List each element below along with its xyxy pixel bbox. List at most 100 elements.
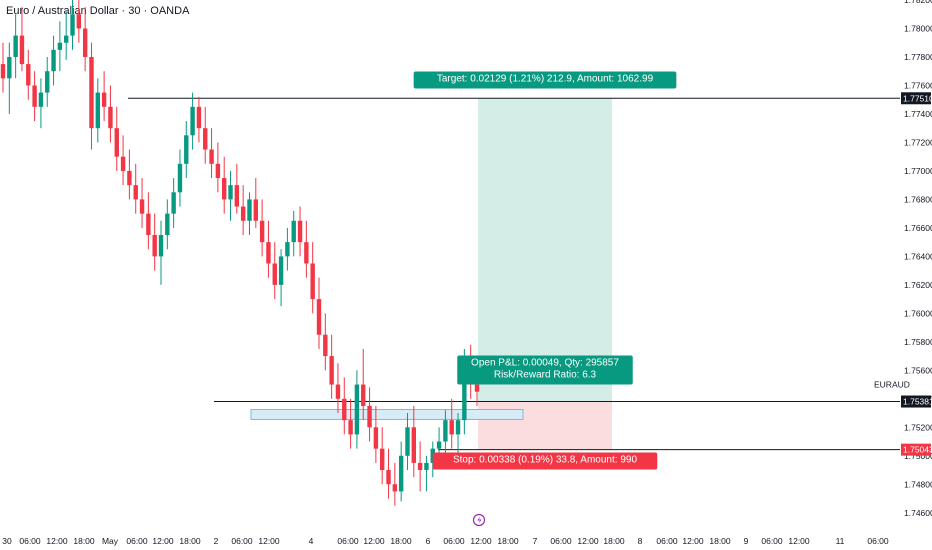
y-tick-label: 1.77200: [904, 137, 932, 147]
x-tick-label: 06:00: [656, 536, 678, 546]
candle: [165, 213, 170, 236]
x-tick-label: May: [102, 536, 119, 546]
candle: [291, 220, 296, 243]
candle: [449, 420, 454, 435]
candle: [266, 242, 271, 264]
symbol-label: EURAUD: [874, 380, 910, 390]
y-tick-label: 1.78200: [904, 0, 932, 5]
candle: [342, 398, 347, 421]
x-tick-label: 12:00: [470, 536, 492, 546]
target-zone[interactable]: [478, 98, 612, 402]
y-tick-label: 1.74800: [904, 479, 932, 489]
pnl-label[interactable]: Open P&L: 0.00049, Qty: 295857Risk/Rewar…: [457, 355, 633, 385]
pnl-label-text: Risk/Reward Ratio: 6.3: [494, 370, 597, 381]
candle: [348, 420, 353, 435]
candle: [120, 156, 126, 171]
candle: [64, 35, 69, 43]
y-tick-label: 1.74600: [904, 508, 932, 518]
current-price-tag-text: 1.75381: [903, 397, 932, 407]
target-label[interactable]: Target: 0.02129 (1.21%) 212.9, Amount: 1…: [413, 71, 677, 89]
candle: [146, 213, 151, 236]
stop-label[interactable]: Stop: 0.00338 (0.19%) 33.8, Amount: 990: [432, 452, 658, 470]
target-label-text: Target: 0.02129 (1.21%) 212.9, Amount: 1…: [437, 74, 654, 85]
y-tick-label: 1.75800: [904, 337, 932, 347]
candle: [316, 299, 322, 335]
y-tick-label: 1.77800: [904, 52, 932, 62]
x-tick-label: 06:00: [337, 536, 359, 546]
candle: [215, 163, 221, 179]
x-tick-label: 12:00: [258, 536, 280, 546]
candle: [462, 363, 467, 421]
target-price-tag-bg: [901, 92, 931, 105]
target-price-tag: 1.77510: [901, 92, 932, 105]
candle: [380, 448, 385, 471]
candle: [259, 220, 265, 243]
target-label-bg: [413, 71, 677, 89]
x-tick-label: 06:00: [761, 536, 783, 546]
x-tick-label: 11: [836, 536, 845, 546]
candle: [240, 206, 246, 221]
stop-price-tag-text: 1.75043: [903, 445, 932, 455]
candle: [392, 484, 398, 492]
target-price-tag-text: 1.77510: [903, 93, 932, 103]
candle: [133, 185, 138, 200]
candle: [417, 462, 423, 471]
candle: [139, 199, 145, 214]
candle: [222, 178, 227, 200]
candle: [411, 427, 416, 463]
y-tick-label: 1.76600: [904, 223, 932, 233]
pnl-label-text: Open P&L: 0.00049, Qty: 295857: [471, 358, 619, 369]
candle: [373, 427, 379, 449]
stop-label-bg: [432, 452, 658, 470]
candle: [335, 384, 341, 399]
candle: [354, 384, 360, 435]
x-tick-label: 12:00: [682, 536, 704, 546]
x-tick-label: 18:00: [603, 536, 625, 546]
event-marker-circle: [472, 513, 486, 527]
y-tick-label: 1.76400: [904, 251, 932, 261]
candle: [89, 56, 94, 129]
chart-title: Euro / Australian Dollar · 30 · OANDA: [6, 5, 190, 17]
candle: [7, 56, 12, 79]
candle: [405, 427, 410, 456]
candle: [398, 455, 404, 492]
x-tick-label: 18:00: [709, 536, 731, 546]
event-marker-icon[interactable]: [472, 513, 486, 527]
candle: [19, 35, 25, 65]
stop-price-tag-bg: [901, 443, 931, 456]
stop-label-text: Stop: 0.00338 (0.19%) 33.8, Amount: 990: [453, 455, 637, 466]
x-tick-label: 4: [309, 536, 314, 546]
x-tick-label: 8: [638, 536, 643, 546]
y-tick-label: 1.78000: [904, 23, 932, 33]
candle: [455, 420, 461, 435]
candle: [247, 199, 252, 221]
y-tick-label: 1.75600: [904, 365, 932, 375]
current-price-tag-bg: [901, 395, 931, 408]
candle: [443, 420, 448, 442]
x-tick-label: 12:00: [788, 536, 810, 546]
stop-zone[interactable]: [478, 401, 612, 450]
x-tick-label: 06:00: [126, 536, 148, 546]
x-tick-label: 30: [2, 536, 12, 546]
x-tick-label: 12:00: [363, 536, 385, 546]
candle: [367, 405, 372, 428]
candle: [127, 170, 132, 186]
candle: [38, 92, 44, 107]
y-tick-label: 1.76000: [904, 308, 932, 318]
x-tick-label: 6: [426, 536, 431, 546]
x-tick-label: 06:00: [550, 536, 572, 546]
candle: [51, 49, 56, 72]
y-tick-label: 1.77000: [904, 166, 932, 176]
y-tick-label: 1.77400: [904, 109, 932, 119]
candle: [297, 220, 303, 243]
candle: [285, 242, 290, 257]
support-zone[interactable]: [250, 408, 524, 420]
candle: [329, 356, 334, 385]
current-price-tag: 1.75381: [901, 395, 932, 408]
candle: [190, 106, 195, 136]
candle: [70, 14, 75, 36]
candle: [228, 185, 233, 200]
candle: [278, 256, 284, 285]
x-tick-label: 06:00: [867, 536, 889, 546]
